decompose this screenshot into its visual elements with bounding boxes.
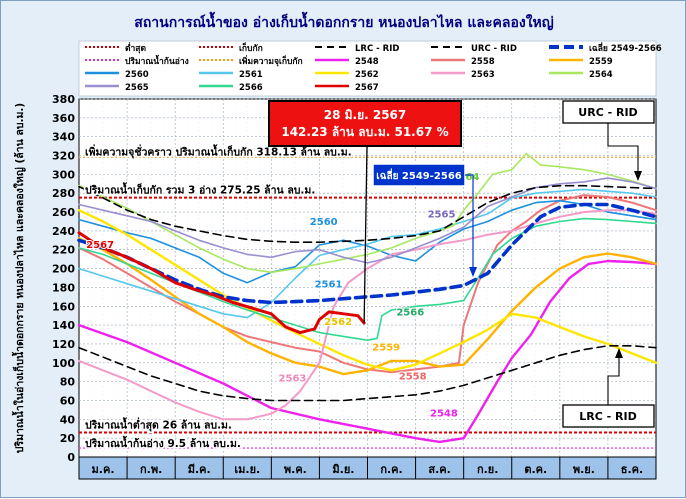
y-tick-label: 220 [52, 244, 75, 257]
y-tick-label: 0 [67, 451, 75, 464]
current-pointer-line [363, 145, 368, 324]
series-label: 2563 [279, 374, 307, 385]
current-value-box [268, 100, 462, 147]
average-box-label: เฉลี่ย 2549-2566 [376, 168, 462, 182]
urc-arrowhead [634, 171, 642, 181]
lrc-arrow-line [607, 356, 620, 405]
legend-label: 2559 [589, 57, 613, 67]
reference-label-dead_storage: ปริมาณน้ำก้นอ่าง 9.5 ล้าน ลบ.ม. [85, 435, 241, 450]
legend-label: 2562 [355, 70, 379, 80]
series-line-2565 [78, 177, 657, 264]
average-arrow-line [465, 174, 474, 269]
chart-title: สถานการณ์น้ำของ อ่างเก็บน้ำดอกกราย หนองป… [134, 11, 553, 31]
legend-label: LRC - RID [355, 44, 399, 54]
series-line-2559 [77, 237, 658, 376]
x-tick-label: ส.ค. [428, 463, 450, 476]
urc-box-label: URC - RID [578, 106, 637, 119]
y-tick-label: 140 [52, 319, 75, 332]
legend-label: 2558 [471, 57, 495, 67]
urc-arrow-line [607, 123, 639, 173]
y-tick-label: 320 [52, 150, 75, 163]
y-tick-label: 240 [52, 225, 75, 238]
series-label: 2548 [430, 408, 458, 419]
y-tick-label: 120 [52, 338, 75, 351]
legend-label: เก็บกัก [239, 41, 263, 54]
legend-label: 2567 [355, 83, 379, 93]
series-label: 2565 [428, 210, 456, 221]
x-tick-label: ธ.ค. [621, 463, 643, 476]
y-tick-label: 100 [52, 357, 75, 370]
y-tick-label: 280 [52, 187, 75, 200]
series-lines [77, 152, 658, 444]
series-label: 2566 [396, 308, 424, 319]
x-tick-label: พ.ค. [284, 463, 307, 476]
series-line-2564 [78, 152, 657, 274]
series-line-2560 [78, 199, 657, 284]
legend-label: ต่ำสุด [125, 41, 146, 54]
legend-label: 2565 [125, 83, 149, 93]
x-tick-label: ก.ค. [380, 463, 402, 476]
y-tick-label: 160 [52, 300, 75, 313]
series-line-LRC---RID [78, 345, 657, 402]
y-tick-label: 40 [60, 413, 76, 426]
reference-label-minimum: ปริมาณน้ำต่ำสุด 26 ล้าน ลบ.ม. [85, 417, 232, 433]
legend: ต่ำสุด เก็บกัก LRC - RID URC - RID เฉลี่ย 25… [78, 40, 662, 97]
y-tick-label: 60 [60, 394, 76, 407]
legend-box [78, 40, 657, 97]
legend-label: เฉลี่ย 2549-2566 [589, 41, 662, 54]
y-tick-label: 260 [52, 206, 75, 219]
legend-label: 2548 [355, 57, 379, 67]
legend-label: 2564 [589, 70, 613, 80]
x-tick-label: ก.ย. [477, 463, 498, 476]
series-label: 2567 [86, 240, 114, 251]
legend-label: URC - RID [471, 44, 517, 54]
legend-label: ปริมาณน้ำก้นอ่าง [125, 54, 189, 67]
x-tick-label: พ.ย. [573, 463, 595, 476]
series-label: 2561 [315, 279, 343, 290]
y-tick-label: 80 [60, 376, 76, 389]
legend-label: 2566 [239, 83, 263, 93]
x-tick-label: มี.ค. [188, 463, 211, 476]
series-line-2561 [78, 188, 657, 319]
series-line-URC---RID [78, 184, 657, 243]
x-tick-label: มิ.ย. [332, 463, 354, 476]
y-tick-label: 360 [52, 112, 75, 125]
x-tick-label: ก.พ. [140, 463, 162, 476]
lrc-box-label: LRC - RID [579, 410, 636, 423]
current-date-label: 28 มิ.ย. 2567 [324, 108, 407, 122]
series-label: 2562 [324, 317, 352, 328]
series-line-2563 [78, 209, 657, 421]
legend-label: 2560 [125, 70, 149, 80]
y-tick-label: 340 [52, 131, 75, 144]
legend-label: 2563 [471, 70, 495, 80]
series-line-2548 [77, 259, 658, 444]
x-tick-label: ต.ค. [524, 463, 547, 476]
lrc-arrowhead [615, 348, 623, 358]
reference-label-storage: ปริมาณน้ำเก็บกัก รวม 3 อ่าง 275.25 ล้าน … [85, 182, 315, 197]
series-line-เฉลี่ย-2549-2566 [77, 202, 658, 305]
y-tick-label: 20 [60, 432, 76, 445]
y-tick-label: 380 [52, 93, 75, 106]
series-line-2562 [77, 209, 658, 372]
legend-label: 2561 [239, 70, 263, 80]
series-line-2567 [77, 231, 366, 335]
legend-label: เพิ่มความจุเก็บกัก [239, 54, 303, 67]
y-tick-label: 180 [52, 281, 75, 294]
y-tick-label: 200 [52, 263, 75, 276]
series-line-2558 [78, 194, 657, 374]
series-label: 2558 [399, 372, 427, 383]
current-volume-label: 142.23 ล้าน ลบ.ม. 51.67 % [281, 125, 448, 139]
series-label: 2559 [372, 343, 400, 354]
average-arrowhead [469, 267, 477, 277]
series-label: 2560 [310, 217, 338, 228]
y-axis-label: ปริมาณน้ำในอ่างเก็บน้ำดอกกราย หนองปลาไหล… [11, 103, 26, 453]
y-tick-label: 300 [52, 168, 75, 181]
x-tick-label: เม.ย. [234, 463, 260, 476]
x-tick-label: ม.ค. [92, 463, 115, 476]
